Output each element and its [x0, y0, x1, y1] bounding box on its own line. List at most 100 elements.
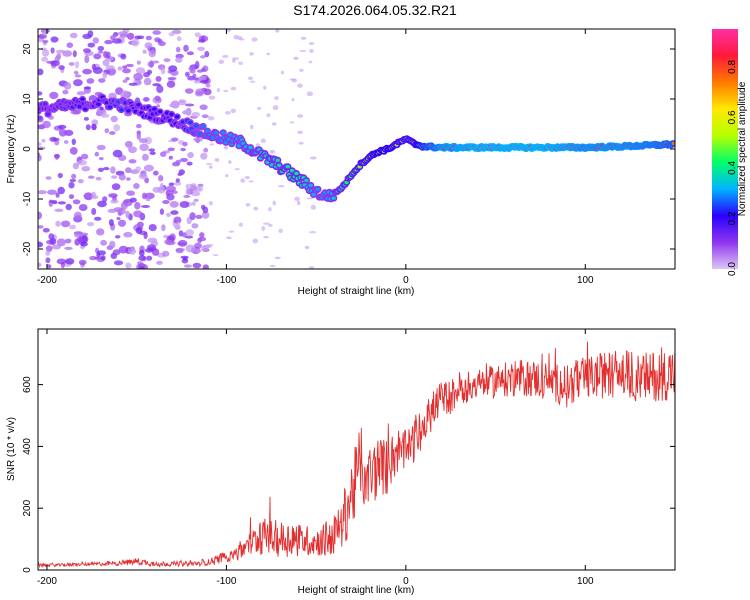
spectrogram-noise-blob — [186, 161, 193, 166]
spectrogram-noise-blob — [57, 124, 67, 130]
spectrogram-ridge-point — [308, 183, 313, 187]
spectrogram-noise-blob — [191, 111, 201, 118]
spectrogram-noise-blob — [214, 158, 220, 162]
spectrogram-ridge-point — [136, 103, 141, 107]
spectrogram-noise-blob — [133, 72, 143, 81]
spectrogram-noise-blob — [112, 149, 123, 158]
spectrogram-noise-blob — [268, 207, 272, 212]
spectrogram-noise-blob — [74, 74, 82, 78]
spectrogram-noise-blob — [263, 235, 270, 239]
colorbar-tick-label: 0.0 — [727, 262, 738, 276]
spectrogram-noise-blob — [166, 80, 176, 88]
spectrogram-noise-blob — [185, 235, 194, 239]
spectrogram-noise-blob — [108, 208, 115, 213]
spectrogram-noise-blob — [248, 180, 254, 183]
spectrogram-noise-blob — [201, 114, 209, 118]
spectrogram-y-label: Frequency (Hz) — [6, 115, 17, 184]
spectrogram-noise-blob — [122, 65, 127, 69]
spectrogram-noise-blob — [187, 152, 194, 159]
spectrogram-noise-blob — [112, 249, 121, 256]
spectrogram-ridge-point — [152, 107, 157, 111]
spectrogram-noise-blob — [65, 203, 72, 211]
y-tick-label: 10 — [22, 93, 33, 105]
spectrogram-noise-blob — [38, 241, 44, 248]
spectrogram-noise-blob — [183, 195, 191, 198]
x-tick-label: -100 — [216, 275, 236, 286]
spectrogram-noise-blob — [199, 104, 208, 110]
spectrogram-noise-blob — [272, 105, 279, 111]
spectrogram-noise-blob — [125, 262, 132, 269]
spectrogram-noise-blob — [76, 91, 86, 96]
spectrogram-noise-blob — [48, 199, 58, 204]
spectrogram-noise-blob — [159, 208, 164, 215]
spectrogram-noise-blob — [120, 53, 127, 60]
spectrogram-noise-blob — [175, 222, 181, 229]
spectrogram-ridge-point — [126, 109, 131, 113]
spectrogram-noise-blob — [136, 60, 141, 65]
spectrogram-noise-blob — [42, 39, 49, 44]
spectrogram-ridge-point — [315, 187, 321, 191]
spectrogram-noise-blob — [57, 186, 65, 195]
spectrogram-noise-blob — [189, 212, 196, 221]
spectrogram-noise-blob — [162, 200, 170, 204]
spectrogram-ridge-point — [205, 129, 210, 133]
spectrogram-noise-blob — [257, 107, 262, 110]
spectrogram-noise-blob — [99, 157, 104, 161]
spectrogram-noise-blob — [253, 206, 259, 211]
spectrogram-noise-blob — [275, 29, 280, 33]
spectrogram-noise-blob — [164, 239, 172, 245]
spectrogram-noise-blob — [152, 186, 161, 193]
spectrogram-noise-blob — [38, 115, 44, 123]
spectrogram-noise-blob — [289, 121, 295, 124]
spectrogram-noise-blob — [178, 230, 184, 237]
spectrogram-noise-blob — [271, 122, 277, 126]
spectrogram-noise-blob — [123, 231, 133, 238]
spectrogram-noise-blob — [205, 163, 213, 165]
spectrogram-noise-blob — [278, 185, 285, 188]
snr-series-line — [38, 341, 675, 569]
spectrogram-noise-blob — [99, 106, 104, 111]
spectrogram-noise-blob — [280, 70, 285, 75]
spectrogram-noise-blob — [63, 82, 72, 90]
spectrogram-noise-blob — [180, 157, 188, 163]
spectrogram-noise-blob — [124, 140, 133, 148]
spectrogram-noise-blob — [182, 257, 188, 261]
spectrogram-noise-blob — [228, 160, 232, 164]
spectrogram-ridge-point — [213, 131, 219, 135]
spectrogram-noise-blob — [103, 167, 110, 171]
spectrogram-noise-blob — [86, 78, 95, 84]
spectrogram-noise-blob — [203, 147, 209, 153]
spectrogram-noise-blob — [46, 264, 52, 269]
spectrogram-noise-blob — [138, 173, 148, 180]
colorbar-tick-label: 0.4 — [727, 161, 738, 175]
spectrogram-noise-blob — [45, 257, 51, 264]
spectrogram-noise-blob — [274, 96, 279, 100]
spectrogram-noise-blob — [98, 50, 104, 54]
spectrogram-noise-blob — [113, 260, 124, 266]
spectrogram-noise-blob — [153, 170, 159, 176]
spectrogram-noise-blob — [133, 183, 140, 189]
spectrogram-noise-blob — [297, 114, 304, 118]
spectrogram-noise-blob — [110, 199, 119, 204]
spectrogram-noise-blob — [206, 244, 214, 247]
spectrogram-noise-blob — [190, 185, 198, 191]
spectrogram-noise-blob — [66, 42, 74, 48]
spectrogram-noise-blob — [187, 75, 196, 81]
spectrogram-noise-blob — [87, 30, 94, 38]
spectrogram-noise-blob — [297, 83, 303, 88]
spectrogram-noise-blob — [118, 245, 129, 254]
spectrogram-noise-blob — [41, 138, 46, 143]
spectrogram-noise-blob — [63, 140, 69, 144]
spectrogram-noise-blob — [139, 249, 145, 257]
spectrogram-noise-blob — [193, 79, 202, 84]
spectrogram-ridge-point — [294, 171, 299, 176]
spectrogram-noise-blob — [91, 191, 96, 198]
spectrogram-noise-blob — [102, 71, 107, 79]
spectrogram-noise-blob — [156, 104, 161, 108]
spectrogram-noise-blob — [68, 62, 75, 66]
spectrogram-noise-blob — [114, 235, 121, 239]
spectrogram-noise-blob — [249, 80, 256, 83]
spectrogram-ridge-point — [285, 164, 290, 169]
spectrogram-noise-blob — [49, 91, 59, 100]
